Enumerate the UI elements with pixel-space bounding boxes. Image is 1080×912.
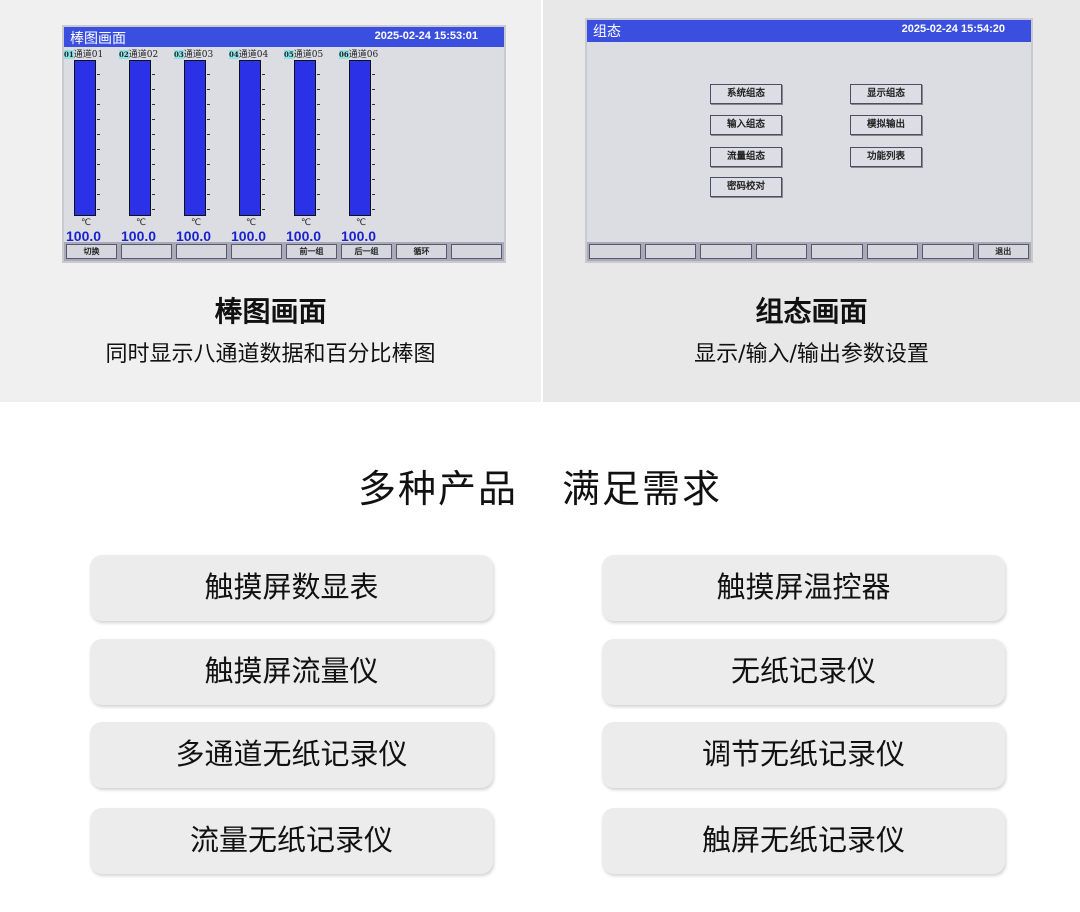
screen-header: 棒图画面 2025-02-24 15:53:01 xyxy=(64,27,504,47)
config-screen-panel: 组态 2025-02-24 15:54:20 系统组态 显示组态输入组态 模拟输出流… xyxy=(543,0,1080,402)
function-key-3[interactable] xyxy=(700,244,752,259)
channel-unit: ℃ xyxy=(136,218,147,228)
channel-bar xyxy=(184,60,206,216)
config-button-5[interactable]: 流量组态 xyxy=(710,147,782,167)
channel-bar xyxy=(74,60,96,216)
channel-5: 05通道05 ℃ 100.0 xyxy=(284,47,339,244)
product-button[interactable]: 流量无纸记录仪 xyxy=(90,808,493,874)
screen-header: 组态 2025-02-24 15:54:20 xyxy=(587,20,1031,42)
channel-number: 06 xyxy=(339,50,349,59)
product-button[interactable]: 多通道无纸记录仪 xyxy=(90,722,493,788)
channel-label: 05通道05 xyxy=(284,47,339,60)
channel-name: 通道01 xyxy=(73,50,104,60)
function-key-8[interactable] xyxy=(451,244,502,259)
function-key-6[interactable] xyxy=(866,244,918,259)
function-bar: 退出 xyxy=(587,242,1031,261)
bar-scale xyxy=(207,60,210,216)
channel-label: 04通道04 xyxy=(229,47,284,60)
caption-desc: 显示/输入/输出参数设置 xyxy=(694,342,929,367)
channel-unit: ℃ xyxy=(246,218,257,228)
channel-4: 04通道04 ℃ 100.0 xyxy=(229,47,284,244)
channel-number: 05 xyxy=(284,50,294,59)
config-button-7[interactable]: 密码校对 xyxy=(710,177,782,197)
config-caption: 组态画面 显示/输入/输出参数设置 xyxy=(543,290,1080,368)
bar-scale xyxy=(372,60,375,216)
product-button[interactable]: 无纸记录仪 xyxy=(602,639,1005,705)
function-key-7[interactable] xyxy=(922,244,974,259)
function-key-2[interactable] xyxy=(644,244,696,259)
channel-value: 100.0 xyxy=(66,228,102,244)
screen-time: 2025-02-24 15:54:20 xyxy=(901,23,1005,35)
channel-name: 通道05 xyxy=(293,50,324,60)
channel-value: 100.0 xyxy=(341,228,377,244)
product-button[interactable]: 调节无纸记录仪 xyxy=(602,722,1005,788)
channel-unit: ℃ xyxy=(301,218,312,228)
channel-unit: ℃ xyxy=(81,218,92,228)
channel-unit: ℃ xyxy=(356,218,367,228)
channel-6: 06通道06 ℃ 100.0 xyxy=(339,47,394,244)
caption-title: 棒图画面 xyxy=(214,295,327,328)
screen-title: 棒图画面 xyxy=(70,31,126,47)
channel-label: 06通道06 xyxy=(339,47,394,60)
channel-label: 03通道03 xyxy=(174,47,229,60)
config-screen: 组态 2025-02-24 15:54:20 系统组态 显示组态输入组态 模拟输出流… xyxy=(585,18,1033,263)
channel-bar xyxy=(294,60,316,216)
channel-number: 03 xyxy=(174,50,184,59)
function-key-1[interactable]: 切换 xyxy=(66,244,117,259)
channel-value: 100.0 xyxy=(176,228,212,244)
bar-scale xyxy=(262,60,265,216)
section-heading: 多种产品 满足需求 xyxy=(357,467,723,511)
function-key-1[interactable] xyxy=(589,244,641,259)
channel-name: 通道04 xyxy=(238,50,269,60)
bar-caption: 棒图画面 同时显示八通道数据和百分比棒图 xyxy=(0,290,541,368)
channel-value: 100.0 xyxy=(231,228,267,244)
bar-screen-panel: 棒图画面 2025-02-24 15:53:01 01通道01 ℃ 100.0 0… xyxy=(0,0,541,402)
channel-value: 100.0 xyxy=(286,228,322,244)
config-button-2[interactable]: 显示组态 xyxy=(850,84,922,104)
channel-number: 02 xyxy=(119,50,129,59)
config-button-1[interactable]: 系统组态 xyxy=(710,84,782,104)
bar-scale xyxy=(317,60,320,216)
bar-scale xyxy=(97,60,100,216)
function-bar: 切换 前一组 后一组 循环 xyxy=(64,242,504,261)
config-button-6[interactable]: 功能列表 xyxy=(850,147,922,167)
function-key-5[interactable] xyxy=(811,244,863,259)
channel-name: 通道02 xyxy=(128,50,159,60)
product-button[interactable]: 触摸屏温控器 xyxy=(602,555,1005,621)
product-button[interactable]: 触摸屏数显表 xyxy=(90,555,493,621)
screen-title: 组态 xyxy=(593,24,621,40)
product-button[interactable]: 触摸屏流量仪 xyxy=(90,639,493,705)
function-key-4[interactable] xyxy=(231,244,282,259)
channel-label: 02通道02 xyxy=(119,47,174,60)
channel-3: 03通道03 ℃ 100.0 xyxy=(174,47,229,244)
function-key-6[interactable]: 后一组 xyxy=(341,244,392,259)
channel-number: 04 xyxy=(229,50,239,59)
function-key-5[interactable]: 前一组 xyxy=(286,244,337,259)
bar-scale xyxy=(152,60,155,216)
bar-screen: 棒图画面 2025-02-24 15:53:01 01通道01 ℃ 100.0 0… xyxy=(62,25,506,263)
function-key-7[interactable]: 循环 xyxy=(396,244,447,259)
channel-1: 01通道01 ℃ 100.0 xyxy=(64,47,119,244)
channel-number: 01 xyxy=(64,50,74,59)
channel-label: 01通道01 xyxy=(64,47,119,60)
caption-title: 组态画面 xyxy=(755,295,868,328)
channel-2: 02通道02 ℃ 100.0 xyxy=(119,47,174,244)
function-key-8[interactable]: 退出 xyxy=(977,244,1029,259)
config-button-4[interactable]: 模拟输出 xyxy=(850,115,922,135)
channel-bar xyxy=(239,60,261,216)
channel-bar xyxy=(129,60,151,216)
function-key-4[interactable] xyxy=(755,244,807,259)
function-key-3[interactable] xyxy=(176,244,227,259)
caption-desc: 同时显示八通道数据和百分比棒图 xyxy=(105,342,436,367)
screen-time: 2025-02-24 15:53:01 xyxy=(374,30,478,42)
product-button[interactable]: 触屏无纸记录仪 xyxy=(602,808,1005,874)
channel-value: 100.0 xyxy=(121,228,157,244)
channel-unit: ℃ xyxy=(191,218,202,228)
function-key-2[interactable] xyxy=(121,244,172,259)
channel-name: 通道06 xyxy=(348,50,379,60)
channel-name: 通道03 xyxy=(183,50,214,60)
config-button-3[interactable]: 输入组态 xyxy=(710,115,782,135)
channel-bar xyxy=(349,60,371,216)
